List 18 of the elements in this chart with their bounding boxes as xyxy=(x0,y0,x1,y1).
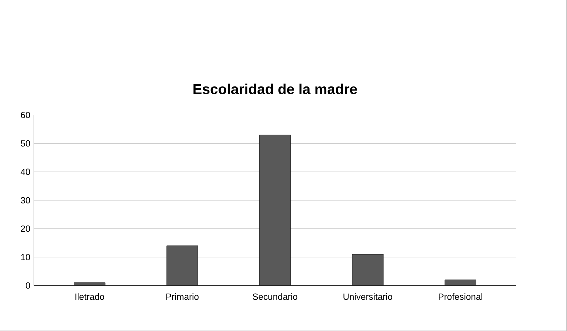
bar xyxy=(166,246,198,286)
bar xyxy=(444,280,476,286)
y-tick-label: 20 xyxy=(21,226,30,232)
x-tick-label: Iletrado xyxy=(76,293,104,300)
bar xyxy=(74,282,106,286)
y-tick-label: 60 xyxy=(21,112,30,118)
y-tick-label: 10 xyxy=(21,254,30,260)
x-tick-label: Universitario xyxy=(344,293,392,300)
bar xyxy=(352,254,384,286)
y-tick-label: 40 xyxy=(20,168,30,176)
y-tick-label: 0 xyxy=(26,282,30,289)
y-tick-label: 50 xyxy=(21,140,30,147)
x-tick-label: Profesional xyxy=(439,293,482,300)
x-tick-label: Secundario xyxy=(253,293,298,300)
bar xyxy=(259,134,292,286)
chart-title: Escolaridad de la madre xyxy=(194,84,358,94)
x-tick-label: Primario xyxy=(166,293,199,300)
y-tick-label: 30 xyxy=(21,197,30,204)
